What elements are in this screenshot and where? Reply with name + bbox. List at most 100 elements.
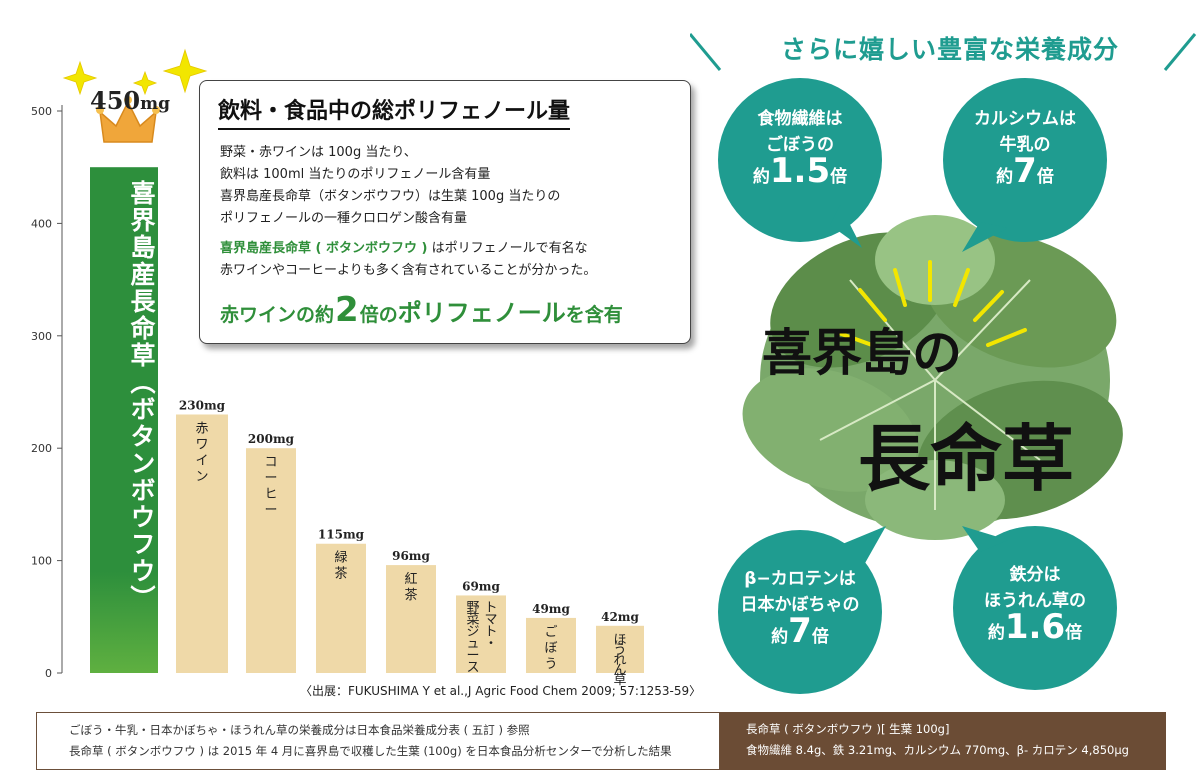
svg-text:う: う bbox=[613, 643, 626, 658]
bubble-fiber-text: 食物繊維は ごぼうの 約1.5倍 bbox=[720, 106, 880, 190]
svg-text:ヒ: ヒ bbox=[264, 487, 277, 502]
info-title: 飲料・食品中の総ポリフェノール量 bbox=[218, 93, 571, 130]
nutrition-graphic bbox=[690, 33, 1197, 694]
bubble-number: 1.6 bbox=[1004, 607, 1066, 647]
info-line: 野菜・赤ワインは 100g 当たり、 bbox=[220, 145, 417, 160]
bubble-line: 食物繊維は bbox=[757, 109, 843, 129]
crown-icon bbox=[96, 96, 160, 143]
bubble-number: 7 bbox=[1013, 151, 1037, 191]
svg-text:ト: ト bbox=[484, 600, 497, 615]
bubble-number: 7 bbox=[788, 611, 812, 651]
bubble-number: 1.5 bbox=[769, 151, 831, 191]
svg-text:ほ: ほ bbox=[613, 633, 626, 648]
heading-decoration bbox=[1163, 33, 1197, 71]
bar bbox=[176, 414, 228, 673]
info-line: ポリフェノールの一種クロロゲン酸含有量 bbox=[220, 211, 468, 226]
bubble-fiber bbox=[718, 78, 882, 248]
y-tick-label: 0 bbox=[45, 667, 52, 680]
bubble-carotene-text: β−カロテンは 日本かぼちゃの 約7倍 bbox=[720, 566, 880, 650]
svg-text:れ: れ bbox=[613, 653, 626, 668]
y-axis: 0 100 200 300 400 500 bbox=[31, 105, 63, 680]
bar-name: 紅茶 bbox=[404, 572, 417, 603]
svg-text:・: ・ bbox=[484, 636, 497, 651]
bar-name: ほうれん草 bbox=[613, 633, 626, 688]
bar-name: 赤ワイン bbox=[195, 421, 208, 484]
svg-text:ト: ト bbox=[484, 624, 497, 639]
info-box: 飲料・食品中の総ポリフェノール量 野菜・赤ワインは 100g 当たり、 飲料は … bbox=[199, 80, 691, 344]
highlight-text: を含有 bbox=[565, 304, 623, 326]
source-citation: 〈出展：FUKUSHIMA Y et al.,J Agric Food Chem… bbox=[300, 684, 702, 698]
sparkle-burst-icon bbox=[834, 260, 1027, 347]
bubble-prefix: 約 bbox=[987, 623, 1005, 643]
data-label: 200mg bbox=[248, 432, 295, 446]
info-note: 喜界島産長命草 ( ボタンボウフウ ) はポリフェノールで有名な 赤ワインやコー… bbox=[214, 238, 676, 282]
y-tick-label: 500 bbox=[31, 105, 52, 118]
heading-decoration bbox=[690, 33, 722, 71]
data-label: 42mg bbox=[601, 610, 639, 624]
svg-text:ー: ー bbox=[264, 503, 277, 518]
peak-value-label: 450mg bbox=[90, 86, 170, 115]
nutrition-heading: さらに嬉しい豊富な栄養成分 bbox=[780, 35, 1119, 64]
svg-text:赤: 赤 bbox=[195, 421, 208, 436]
leaf-icon bbox=[742, 215, 1123, 540]
bar bbox=[246, 448, 296, 673]
svg-text:マ: マ bbox=[484, 612, 497, 627]
y-tick-label: 400 bbox=[31, 217, 52, 230]
svg-text:ん: ん bbox=[613, 663, 626, 678]
info-highlight: 赤ワインの約 2 倍の ポリフェノール を含有 bbox=[214, 290, 676, 330]
info-line: 飲料は 100ml 当たりのポリフェノール含有量 bbox=[220, 167, 491, 182]
data-labels: 230mg赤ワイン200mgコーヒー115mg緑茶96mg紅茶69mgトマト・野… bbox=[179, 398, 640, 687]
svg-text:茶: 茶 bbox=[334, 566, 347, 582]
svg-text:ワ: ワ bbox=[195, 437, 208, 452]
svg-text:菜: 菜 bbox=[466, 612, 479, 627]
data-label: 96mg bbox=[392, 549, 430, 563]
bubble-prefix: 約 bbox=[996, 167, 1014, 187]
svg-text:紅: 紅 bbox=[404, 572, 417, 587]
bar bbox=[386, 565, 436, 673]
svg-text:ご: ご bbox=[544, 624, 557, 640]
footer-notes: ごぼう・牛乳・日本かぼちゃ・ほうれん草の栄養成分は日本食品栄養成分表 ( 五訂 … bbox=[36, 712, 720, 770]
bar bbox=[456, 595, 506, 673]
bubble-suffix: 倍 bbox=[1065, 623, 1083, 643]
svg-text:ュ: ュ bbox=[466, 636, 479, 651]
svg-text:野: 野 bbox=[466, 600, 479, 615]
svg-text:ー: ー bbox=[466, 648, 479, 663]
bubble-prefix: 約 bbox=[752, 167, 770, 187]
bubble-line: ごぼうの bbox=[766, 135, 834, 155]
bar-name: ごぼう bbox=[544, 624, 557, 672]
plant-title-top: 喜界島の bbox=[762, 323, 962, 382]
bubble-suffix: 倍 bbox=[830, 167, 848, 187]
hero-bar-label: 喜界島産 長命草（ボタンボウフウ） bbox=[90, 180, 158, 670]
svg-text:ー: ー bbox=[264, 471, 277, 486]
info-note-text: はポリフェノールで有名な bbox=[427, 241, 588, 256]
bar-name: 緑茶 bbox=[334, 551, 347, 582]
bubble-carotene bbox=[718, 526, 886, 694]
bubble-line: β−カロテンは bbox=[744, 569, 856, 589]
bar-name: コーヒー bbox=[264, 455, 277, 518]
bubble-iron bbox=[953, 526, 1117, 690]
bubble-prefix: 約 bbox=[771, 627, 789, 647]
bar bbox=[596, 625, 644, 673]
info-note-text: 赤ワインやコーヒーよりも多く含有されていることが分かった。 bbox=[220, 263, 597, 278]
svg-text:ス: ス bbox=[466, 660, 479, 675]
svg-text:ジ: ジ bbox=[466, 624, 479, 639]
bubble-line: 鉄分は bbox=[1009, 565, 1061, 585]
data-label: 49mg bbox=[532, 602, 570, 616]
info-line: 喜界島産長命草（ボタンボウフウ）は生葉 100g 当たりの bbox=[220, 189, 561, 204]
svg-text:う: う bbox=[544, 657, 557, 672]
bars bbox=[90, 167, 644, 673]
bubble-line: カルシウムは bbox=[974, 109, 1076, 129]
svg-text:コ: コ bbox=[264, 455, 277, 470]
hero-bar-label-line2: 長命草（ボタンボウフウ） bbox=[127, 288, 156, 612]
info-description: 野菜・赤ワインは 100g 当たり、 飲料は 100ml 当たりのポリフェノール… bbox=[214, 142, 676, 230]
svg-text:ン: ン bbox=[195, 469, 208, 484]
highlight-number: 2 bbox=[335, 290, 359, 330]
data-label: 115mg bbox=[318, 528, 365, 542]
bar-hero bbox=[90, 167, 158, 673]
hero-bar-label-line1: 喜界島産 bbox=[127, 180, 156, 288]
bubble-line: 牛乳の bbox=[999, 135, 1051, 155]
bubble-line: 日本かぼちゃの bbox=[740, 595, 860, 615]
highlight-keyword: ポリフェノール bbox=[397, 299, 566, 327]
